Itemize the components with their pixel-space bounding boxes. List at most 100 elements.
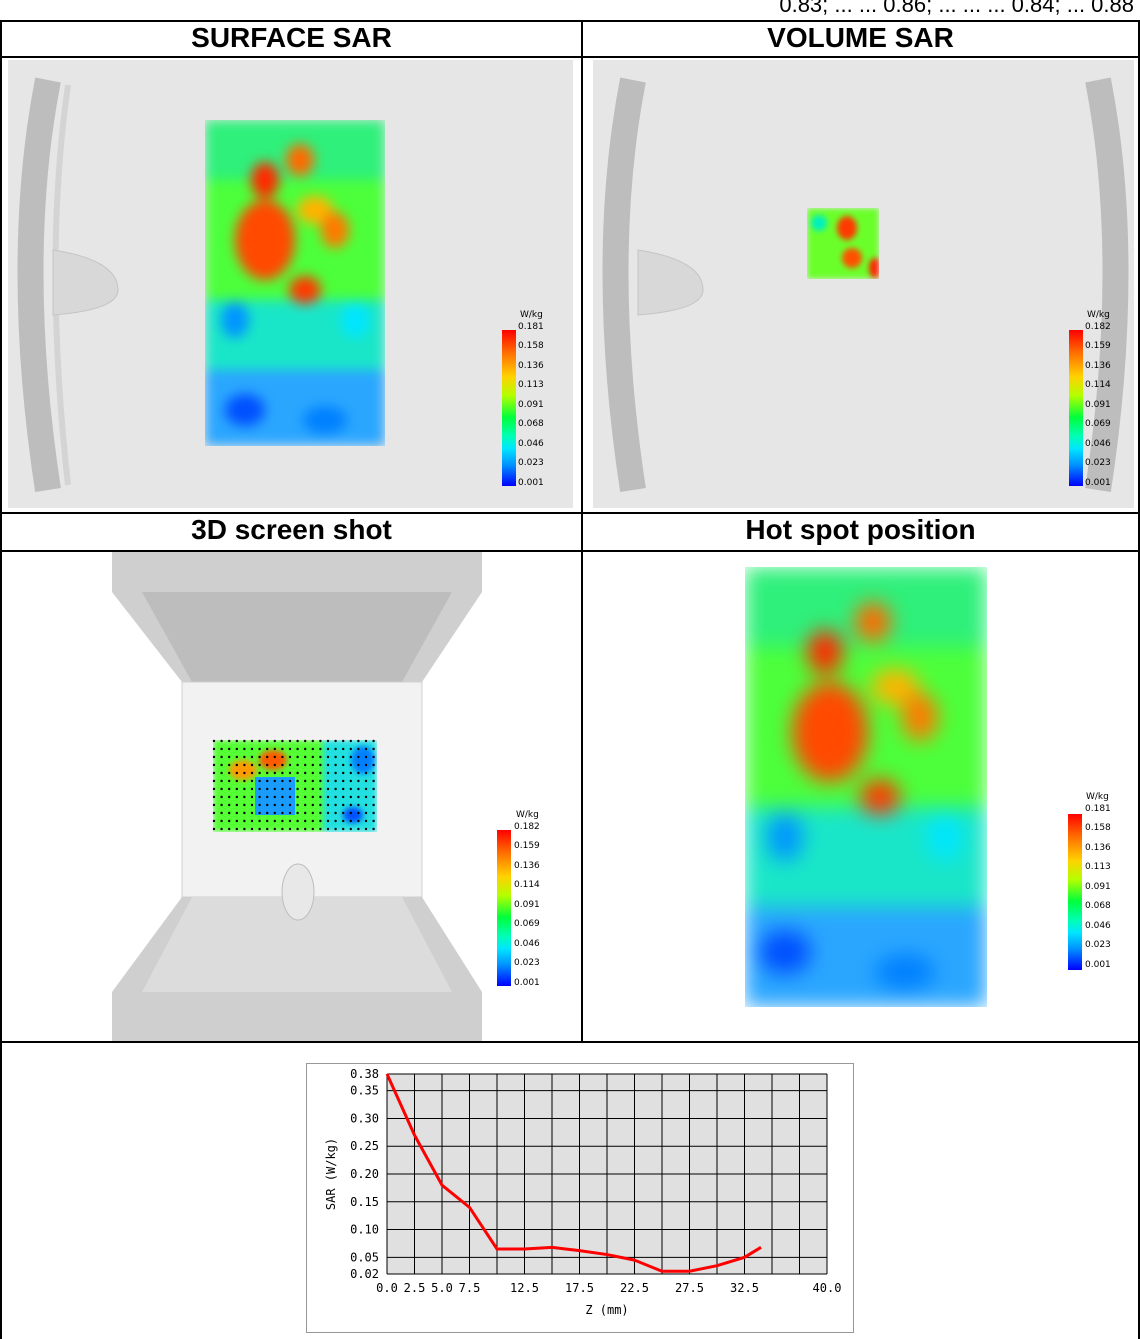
grid-point: [372, 811, 375, 815]
table-border-top: [0, 20, 1140, 22]
x-axis-label: Z (mm): [585, 1303, 628, 1317]
grid-point: [334, 819, 337, 823]
volume-tick: 0.069: [1085, 419, 1111, 429]
grid-point: [220, 819, 223, 823]
grid-point: [281, 747, 284, 751]
grid-point: [288, 795, 292, 799]
grid-point: [273, 811, 276, 815]
grid-point: [296, 763, 299, 767]
grid-point: [342, 747, 345, 751]
grid-point: [326, 771, 330, 775]
hot-spot-tick: 0.158: [1085, 823, 1111, 833]
grid-point: [372, 771, 375, 775]
grid-point: [235, 763, 238, 767]
grid-point: [250, 787, 254, 791]
volume-colorbar: [1069, 330, 1083, 486]
grid-point: [326, 739, 330, 743]
grid-point: [311, 811, 314, 815]
grid-point: [304, 819, 307, 823]
surface-sar-heatmap: [205, 120, 385, 446]
grid-point: [349, 755, 352, 759]
grid-point: [258, 819, 261, 823]
sar-series-line: [385, 1073, 762, 1273]
surface-unit-label: W/kg: [520, 310, 543, 320]
grid-point: [220, 811, 223, 815]
grid-point: [220, 779, 223, 783]
grid-point: [212, 795, 216, 799]
volume-tick: 0.159: [1085, 341, 1111, 351]
grid-point: [304, 795, 307, 799]
grid-point: [319, 827, 322, 831]
grid-point: [250, 763, 254, 767]
grid-point: [281, 779, 284, 783]
grid-point: [334, 771, 337, 775]
grid-point: [243, 819, 246, 823]
grid-point: [357, 795, 360, 799]
grid-point: [235, 787, 238, 791]
grid-point: [212, 771, 216, 775]
grid-point: [304, 771, 307, 775]
grid-point: [258, 747, 261, 751]
grid-point: [342, 819, 345, 823]
grid-point: [311, 787, 314, 791]
x-tick-label: 12.5: [510, 1281, 539, 1295]
grid-point: [281, 739, 284, 743]
grid-point: [266, 755, 269, 759]
grid-point: [357, 811, 360, 815]
grid-point: [235, 771, 238, 775]
grid-point: [212, 747, 216, 751]
grid-point: [372, 747, 375, 751]
phantom-outline: [602, 77, 1129, 492]
measurement-grid-points: [212, 739, 375, 831]
grid-point: [304, 787, 307, 791]
grid-point: [212, 739, 216, 743]
grid-point: [250, 827, 254, 831]
grid-point: [364, 747, 368, 751]
grid-point: [357, 787, 360, 791]
grid-point: [281, 795, 284, 799]
series-lines: [385, 1073, 762, 1273]
grid-point: [364, 827, 368, 831]
surface-tick: 0.068: [518, 419, 544, 429]
volume-tick: 0.114: [1085, 380, 1111, 390]
grid-point: [235, 747, 238, 751]
grid-point: [250, 819, 254, 823]
hot-spot-tick: 0.181: [1085, 804, 1111, 814]
grid-point: [281, 819, 284, 823]
grid-point: [357, 747, 360, 751]
grid-point: [326, 819, 330, 823]
grid-point: [281, 763, 284, 767]
grid-point: [288, 827, 292, 831]
grid-point: [250, 771, 254, 775]
grid-point: [266, 803, 269, 807]
grid-point: [311, 739, 314, 743]
y-axis-ticks: 0.38 0.35 0.30 0.25 0.20 0.15 0.10 0.05 0.02: [350, 1067, 379, 1281]
grid-point: [364, 763, 368, 767]
grid-point: [357, 755, 360, 759]
grid-point: [273, 795, 276, 799]
screenshot-3d-colorbar-ticks: 0.182 0.159 0.136 0.114 0.091 0.069 0.04…: [514, 822, 554, 992]
grid-point: [228, 747, 231, 751]
x-tick-label: 27.5: [675, 1281, 704, 1295]
grid-point: [212, 827, 216, 831]
grid-point: [235, 819, 238, 823]
grid-point: [326, 795, 330, 799]
grid-point: [288, 819, 292, 823]
grid-point: [357, 739, 360, 743]
grid-point: [296, 787, 299, 791]
volume-tick: 0.136: [1085, 361, 1111, 371]
grid-point: [281, 787, 284, 791]
grid-point: [296, 771, 299, 775]
grid-point: [266, 747, 269, 751]
grid-point: [266, 779, 269, 783]
grid-point: [304, 747, 307, 751]
grid-point: [364, 787, 368, 791]
hot-spot-title: Hot spot position: [745, 514, 976, 545]
grid-point: [311, 755, 314, 759]
grid-point: [319, 739, 322, 743]
grid-point: [273, 747, 276, 751]
x-axis-ticks: 0.0 2.5 5.0 7.5 12.5 17.5 22.5 27.5 32.5 40.0: [376, 1281, 841, 1295]
grid-point: [288, 755, 292, 759]
grid-point: [296, 827, 299, 831]
grid-point: [364, 819, 368, 823]
